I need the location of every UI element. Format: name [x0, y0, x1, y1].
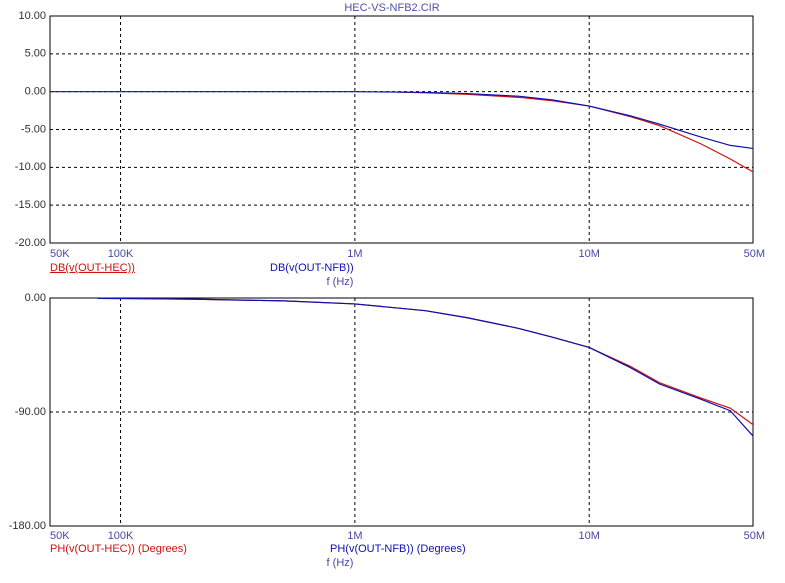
- y-tick-label: 10.00: [18, 10, 46, 22]
- y-tick-label: -20.00: [15, 237, 46, 249]
- x-tick-label: 50K: [50, 248, 70, 260]
- x-tick-label: 50K: [50, 530, 70, 542]
- legend-label: PH(v(OUT-NFB)) (Degrees): [330, 543, 466, 555]
- y-tick-label: 5.00: [25, 48, 46, 60]
- y-tick-label: -15.00: [15, 199, 46, 211]
- x-axis-label: f (Hz): [327, 557, 354, 569]
- chart-title: HEC-VS-NFB2.CIR: [344, 2, 439, 14]
- x-tick-label: 10M: [579, 530, 600, 542]
- x-axis-label: f (Hz): [327, 276, 354, 288]
- plot-frame: [49, 15, 754, 244]
- y-tick-label: -180.00: [9, 520, 46, 532]
- series-line: [50, 91, 754, 150]
- series-line: [97, 297, 754, 437]
- x-tick-label: 100K: [108, 248, 134, 260]
- y-tick-label: -5.00: [21, 123, 46, 135]
- x-tick-label: 100K: [108, 530, 134, 542]
- y-tick-label: -90.00: [15, 406, 46, 418]
- legend-label: DB(v(OUT-HEC)): [50, 262, 135, 274]
- y-tick-label: 0.00: [25, 86, 46, 98]
- series-line: [97, 297, 754, 426]
- plot-frame: [49, 297, 754, 527]
- x-tick-label: 1M: [347, 530, 362, 542]
- x-tick-label: 50M: [744, 530, 765, 542]
- x-tick-label: 50M: [744, 248, 765, 260]
- y-tick-label: -10.00: [15, 161, 46, 173]
- x-tick-label: 1M: [347, 248, 362, 260]
- x-tick-label: 10M: [579, 248, 600, 260]
- y-tick-label: 0.00: [25, 292, 46, 304]
- legend-label: PH(v(OUT-HEC)) (Degrees): [50, 543, 187, 555]
- legend-label: DB(v(OUT-NFB)): [270, 262, 354, 274]
